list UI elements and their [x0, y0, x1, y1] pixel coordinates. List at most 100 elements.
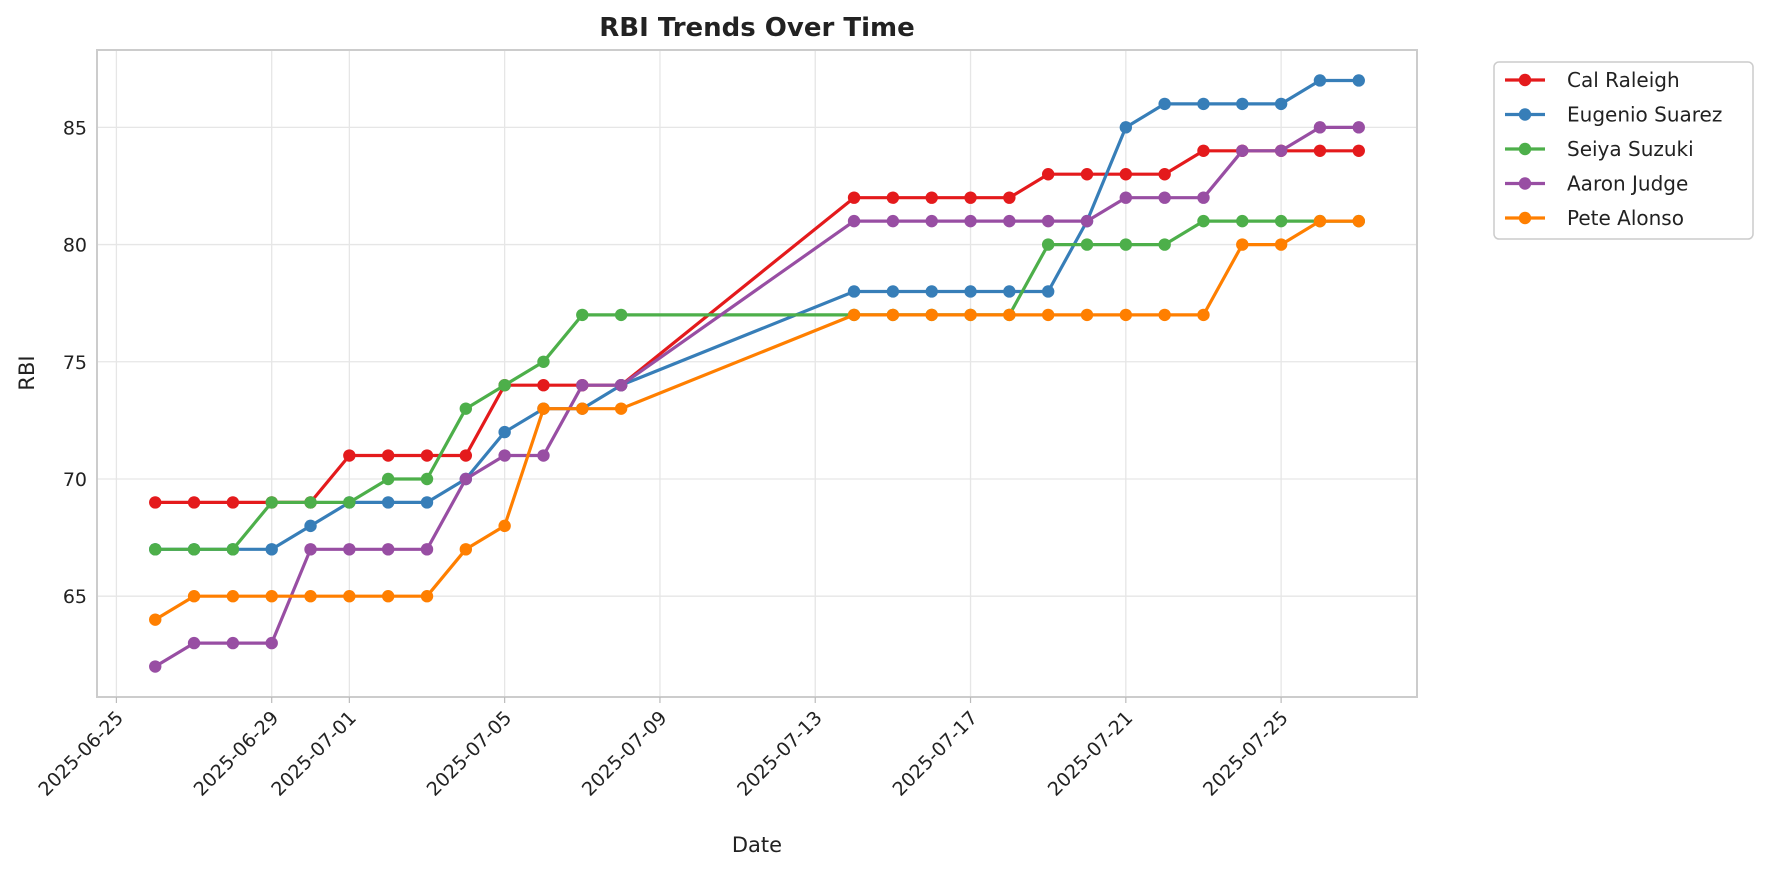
data-point — [459, 543, 473, 556]
y-tick-label: 70 — [63, 469, 87, 491]
legend-marker — [1518, 142, 1532, 156]
data-point — [537, 449, 550, 462]
data-point — [1119, 191, 1133, 204]
data-point — [1236, 97, 1249, 111]
x-tick-label: 2025-07-09 — [578, 707, 672, 801]
data-point — [1080, 238, 1094, 251]
data-point — [1041, 285, 1055, 298]
data-point — [187, 543, 201, 556]
data-point — [1197, 144, 1210, 158]
data-point — [381, 449, 395, 462]
data-point — [925, 308, 938, 322]
data-point — [226, 496, 240, 509]
data-point — [886, 308, 900, 322]
data-point — [537, 379, 550, 392]
data-point — [576, 379, 589, 392]
data-point — [420, 472, 434, 486]
legend-item: Cal Raleigh — [1505, 68, 1680, 92]
x-tick-label: 2025-07-13 — [733, 707, 827, 801]
legend-marker — [1518, 108, 1532, 121]
data-point — [381, 589, 395, 603]
data-point — [537, 355, 550, 368]
data-point — [1119, 238, 1133, 251]
data-point — [847, 308, 861, 322]
data-point — [149, 496, 162, 509]
data-point — [925, 285, 938, 298]
data-point — [187, 636, 201, 650]
data-point — [886, 214, 900, 228]
data-point — [304, 543, 317, 556]
y-axis-ticks: 65 70 75 80 85 — [63, 117, 87, 608]
data-point — [1003, 214, 1016, 228]
data-point — [1158, 308, 1171, 322]
data-point — [304, 496, 317, 509]
data-point — [304, 589, 317, 603]
data-point — [304, 519, 317, 533]
data-point — [1313, 74, 1327, 87]
data-point — [149, 543, 162, 556]
data-point — [187, 589, 201, 603]
legend-label: Seiya Suzuki — [1567, 137, 1694, 161]
data-point — [343, 496, 356, 509]
data-point — [537, 402, 550, 415]
data-point — [343, 589, 356, 603]
plot-frame — [96, 49, 1418, 698]
legend-item: Eugenio Suarez — [1505, 103, 1722, 127]
series-line — [153, 219, 1361, 622]
data-point — [1236, 214, 1249, 228]
data-point — [964, 308, 977, 322]
legend-marker — [1518, 177, 1532, 190]
data-point — [420, 496, 434, 509]
series-line — [153, 125, 1361, 669]
data-point — [886, 191, 900, 204]
data-point — [381, 496, 395, 509]
data-point — [1274, 238, 1288, 251]
data-point — [149, 613, 162, 626]
data-point — [1274, 97, 1288, 111]
data-point — [420, 589, 434, 603]
data-point — [1197, 97, 1210, 111]
data-point — [576, 308, 589, 322]
grid-lines — [97, 50, 1417, 697]
legend-label: Pete Alonso — [1567, 206, 1684, 230]
data-point — [964, 285, 977, 298]
legend-label: Eugenio Suarez — [1567, 103, 1722, 127]
legend-item: Aaron Judge — [1505, 172, 1688, 196]
data-point — [1158, 97, 1171, 111]
data-point — [498, 425, 511, 439]
data-point — [847, 191, 861, 204]
data-point — [1197, 191, 1210, 204]
data-point — [1197, 214, 1210, 228]
y-tick-label: 80 — [63, 235, 87, 257]
data-point — [459, 472, 473, 486]
data-point — [614, 402, 628, 415]
data-point — [381, 543, 395, 556]
data-point — [886, 285, 900, 298]
data-point — [265, 543, 278, 556]
data-point — [1236, 144, 1249, 158]
data-point — [187, 496, 201, 509]
series-line — [153, 149, 1361, 504]
data-point — [1003, 191, 1016, 204]
data-point — [1119, 121, 1133, 134]
data-point — [498, 519, 511, 533]
y-tick-label: 75 — [63, 352, 87, 374]
data-point — [1352, 214, 1365, 228]
data-point — [576, 402, 589, 415]
legend-marker — [1518, 73, 1532, 87]
legend-item: Seiya Suzuki — [1505, 137, 1694, 161]
data-point — [1158, 191, 1171, 204]
data-point — [1352, 121, 1365, 134]
data-point — [1197, 308, 1210, 322]
data-point — [1080, 308, 1094, 322]
y-axis-label: RBI — [15, 355, 39, 390]
series-seiya-suzuki — [149, 214, 1365, 556]
data-point — [847, 285, 861, 298]
data-point — [265, 589, 278, 603]
legend: Cal Raleigh Eugenio Suarez Seiya Suzuki Aar… — [1493, 61, 1754, 240]
x-tick-label: 2025-07-25 — [1199, 707, 1293, 801]
data-point — [1041, 214, 1055, 228]
x-tick-label: 2025-06-25 — [34, 707, 128, 801]
data-point — [226, 636, 240, 650]
